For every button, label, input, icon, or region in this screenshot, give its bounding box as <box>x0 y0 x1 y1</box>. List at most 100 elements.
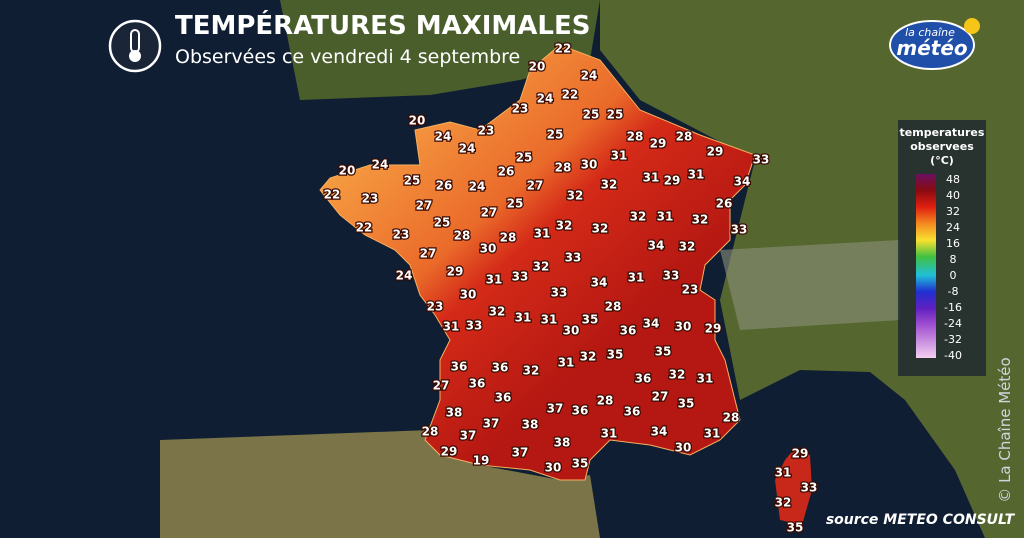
legend-tick: 0 <box>950 269 957 282</box>
station-temperature: 30 <box>581 158 598 172</box>
station-temperature: 31 <box>486 273 503 287</box>
station-temperature: 28 <box>555 161 572 175</box>
station-temperature: 37 <box>483 417 500 431</box>
station-temperature: 23 <box>478 124 495 138</box>
legend-tick: -24 <box>944 317 962 330</box>
spain <box>160 430 600 538</box>
thermometer-bulb <box>129 50 141 62</box>
station-temperature: 32 <box>692 213 709 227</box>
station-temperature: 32 <box>580 350 597 364</box>
station-temperature: 35 <box>655 345 672 359</box>
station-temperature: 22 <box>324 188 341 202</box>
station-temperature: 36 <box>495 391 512 405</box>
legend-scale <box>916 174 936 358</box>
station-temperature: 29 <box>705 322 722 336</box>
station-temperature: 33 <box>512 270 529 284</box>
logo-line1: la chaîne <box>905 26 955 39</box>
station-temperature: 31 <box>611 149 628 163</box>
station-temperature: 34 <box>648 239 665 253</box>
subtitle: Observées ce vendredi 4 septembre <box>175 46 520 68</box>
station-temperature: 25 <box>607 108 624 122</box>
station-temperature: 38 <box>446 406 463 420</box>
station-temperature: 34 <box>591 276 608 290</box>
station-temperature: 24 <box>459 142 476 156</box>
station-temperature: 32 <box>489 305 506 319</box>
station-temperature: 35 <box>787 521 804 535</box>
station-temperature: 37 <box>547 402 564 416</box>
station-temperature: 32 <box>630 210 647 224</box>
corsica <box>775 448 812 525</box>
station-temperature: 20 <box>529 60 546 74</box>
station-temperature: 24 <box>396 269 413 283</box>
station-temperature: 31 <box>775 466 792 480</box>
legend-tick: 40 <box>946 189 960 202</box>
station-temperature: 31 <box>541 313 558 327</box>
station-temperature: 25 <box>434 216 451 230</box>
station-temperature: 31 <box>704 427 721 441</box>
station-temperature: 32 <box>533 260 550 274</box>
station-temperature: 28 <box>676 130 693 144</box>
station-temperature: 36 <box>451 360 468 374</box>
station-temperature: 37 <box>460 429 477 443</box>
station-temperature: 23 <box>427 300 444 314</box>
station-temperature: 31 <box>643 171 660 185</box>
britain <box>280 0 600 100</box>
legend-tick: -8 <box>948 285 959 298</box>
station-temperature: 24 <box>435 130 452 144</box>
station-temperature: 29 <box>650 137 667 151</box>
station-temperature: 36 <box>572 404 589 418</box>
legend-tick: 16 <box>946 237 960 250</box>
station-temperature: 28 <box>723 411 740 425</box>
legend-box <box>898 120 986 376</box>
legend-tick: -32 <box>944 333 962 346</box>
station-temperature: 24 <box>581 69 598 83</box>
legend-tick: 8 <box>950 253 957 266</box>
station-temperature: 28 <box>605 300 622 314</box>
station-temperature: 29 <box>441 445 458 459</box>
station-temperature: 23 <box>393 228 410 242</box>
station-temperature: 33 <box>731 223 748 237</box>
station-temperature: 19 <box>473 454 490 468</box>
station-temperature: 32 <box>679 240 696 254</box>
station-temperature: 25 <box>547 128 564 142</box>
legend-title: observees <box>910 140 974 153</box>
station-temperature: 36 <box>624 405 641 419</box>
station-temperature: 23 <box>362 192 379 206</box>
station-temperature: 35 <box>607 348 624 362</box>
station-temperature: 28 <box>422 425 439 439</box>
station-temperature: 32 <box>601 178 618 192</box>
station-temperature: 35 <box>678 397 695 411</box>
station-temperature: 30 <box>480 242 497 256</box>
station-temperature: 28 <box>454 229 471 243</box>
station-temperature: 34 <box>651 425 668 439</box>
station-temperature: 29 <box>447 265 464 279</box>
legend-title: temperatures <box>900 126 985 139</box>
title: TEMPÉRATURES MAXIMALES <box>175 9 590 41</box>
station-temperature: 38 <box>554 436 571 450</box>
station-temperature: 22 <box>356 221 373 235</box>
legend-tick: 24 <box>946 221 960 234</box>
station-temperature: 33 <box>753 153 770 167</box>
logo <box>889 20 975 70</box>
station-temperature: 30 <box>460 288 477 302</box>
station-temperature: 28 <box>597 394 614 408</box>
station-temperature: 29 <box>792 447 809 461</box>
station-temperature: 36 <box>469 377 486 391</box>
station-temperature: 25 <box>516 151 533 165</box>
legend-tick: 48 <box>946 173 960 186</box>
station-temperature: 27 <box>481 206 498 220</box>
station-temperature: 25 <box>404 174 421 188</box>
station-temperature: 33 <box>801 481 818 495</box>
station-temperature: 30 <box>675 320 692 334</box>
station-temperature: 31 <box>657 210 674 224</box>
station-temperature: 32 <box>556 219 573 233</box>
station-temperature: 24 <box>469 180 486 194</box>
station-temperature: 24 <box>372 158 389 172</box>
station-temperature: 36 <box>492 361 509 375</box>
watermark: © La Chaîne Météo <box>996 357 1014 502</box>
station-temperature: 38 <box>522 418 539 432</box>
station-temperature: 30 <box>675 441 692 455</box>
station-temperature: 31 <box>558 356 575 370</box>
station-temperature: 20 <box>339 164 356 178</box>
station-temperature: 37 <box>512 446 529 460</box>
